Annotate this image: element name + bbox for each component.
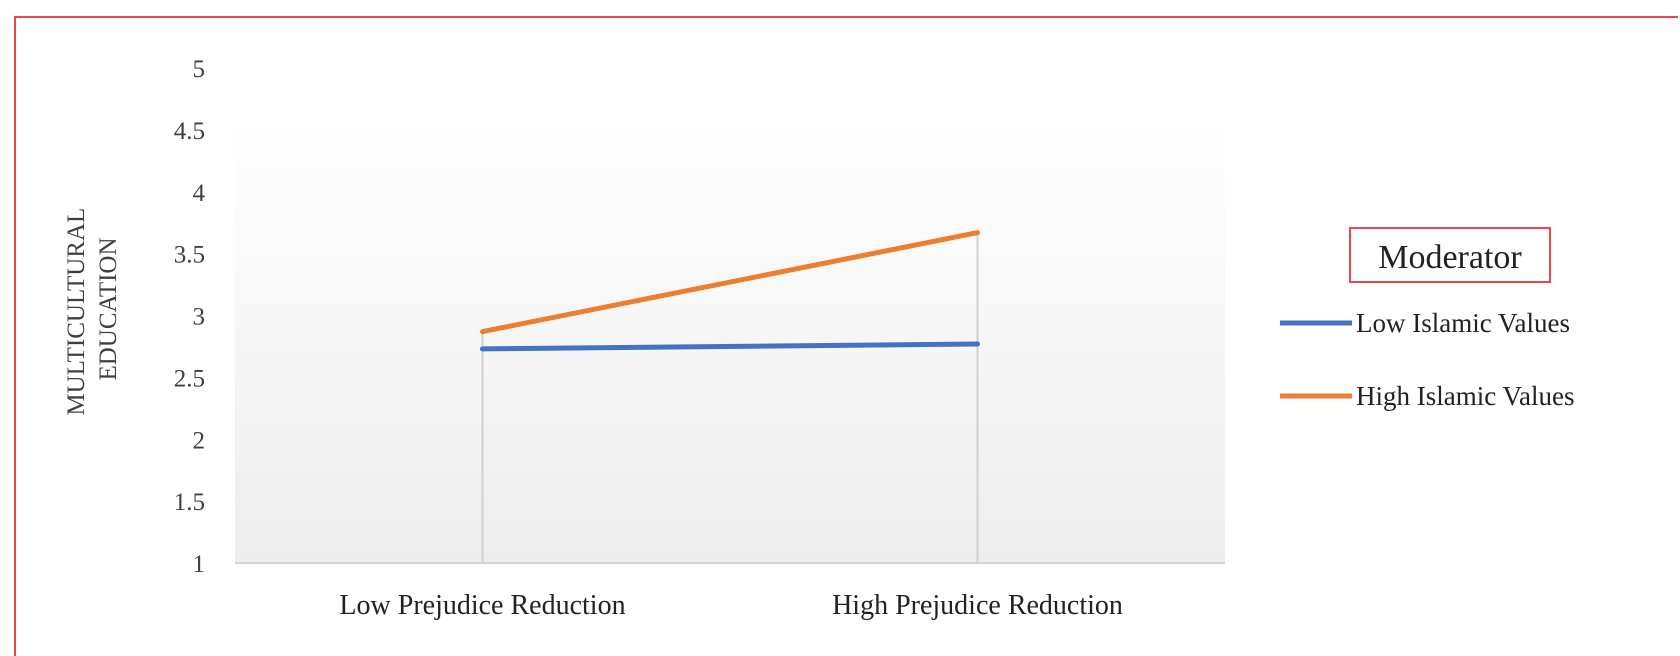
legend: Moderator Low Islamic Values High Islamic…	[1280, 227, 1574, 411]
y-tick-label: 2	[193, 427, 206, 454]
y-tick-label: 5	[193, 56, 206, 83]
x-tick-label: Low Prejudice Reduction	[339, 590, 625, 621]
legend-title-box	[1349, 227, 1551, 283]
y-tick-label: 1	[193, 551, 206, 578]
y-tick-label: 1.5	[174, 489, 205, 516]
legend-title: Moderator	[1378, 239, 1522, 276]
legend-label: High Islamic Values	[1356, 381, 1574, 411]
legend-label: Low Islamic Values	[1356, 308, 1570, 338]
series-lines	[480, 230, 980, 352]
drop-lines	[481, 232, 979, 563]
y-tick-label: 4.5	[174, 118, 205, 145]
plot-area	[235, 118, 1225, 563]
y-tick-labels: 1 1.5 2 2.5 3 3.5 4 4.5 5	[174, 56, 206, 578]
x-tick-label: High Prejudice Reduction	[832, 590, 1123, 621]
chart-frame	[14, 16, 1678, 656]
y-axis-label: MULTICULTURAL EDUCATION	[63, 202, 122, 415]
y-axis-label-line-1: MULTICULTURAL	[63, 209, 90, 416]
series-line	[480, 230, 980, 335]
y-tick-label: 3.5	[174, 242, 205, 269]
y-tick-label: 4	[193, 180, 206, 207]
y-tick-label: 3	[193, 304, 206, 331]
series-line	[480, 341, 980, 352]
y-tick-label: 2.5	[174, 365, 205, 392]
x-tick-labels: Low Prejudice Reduction High Prejudice Re…	[339, 590, 1122, 621]
y-axis-label-line-2: EDUCATION	[95, 237, 122, 380]
